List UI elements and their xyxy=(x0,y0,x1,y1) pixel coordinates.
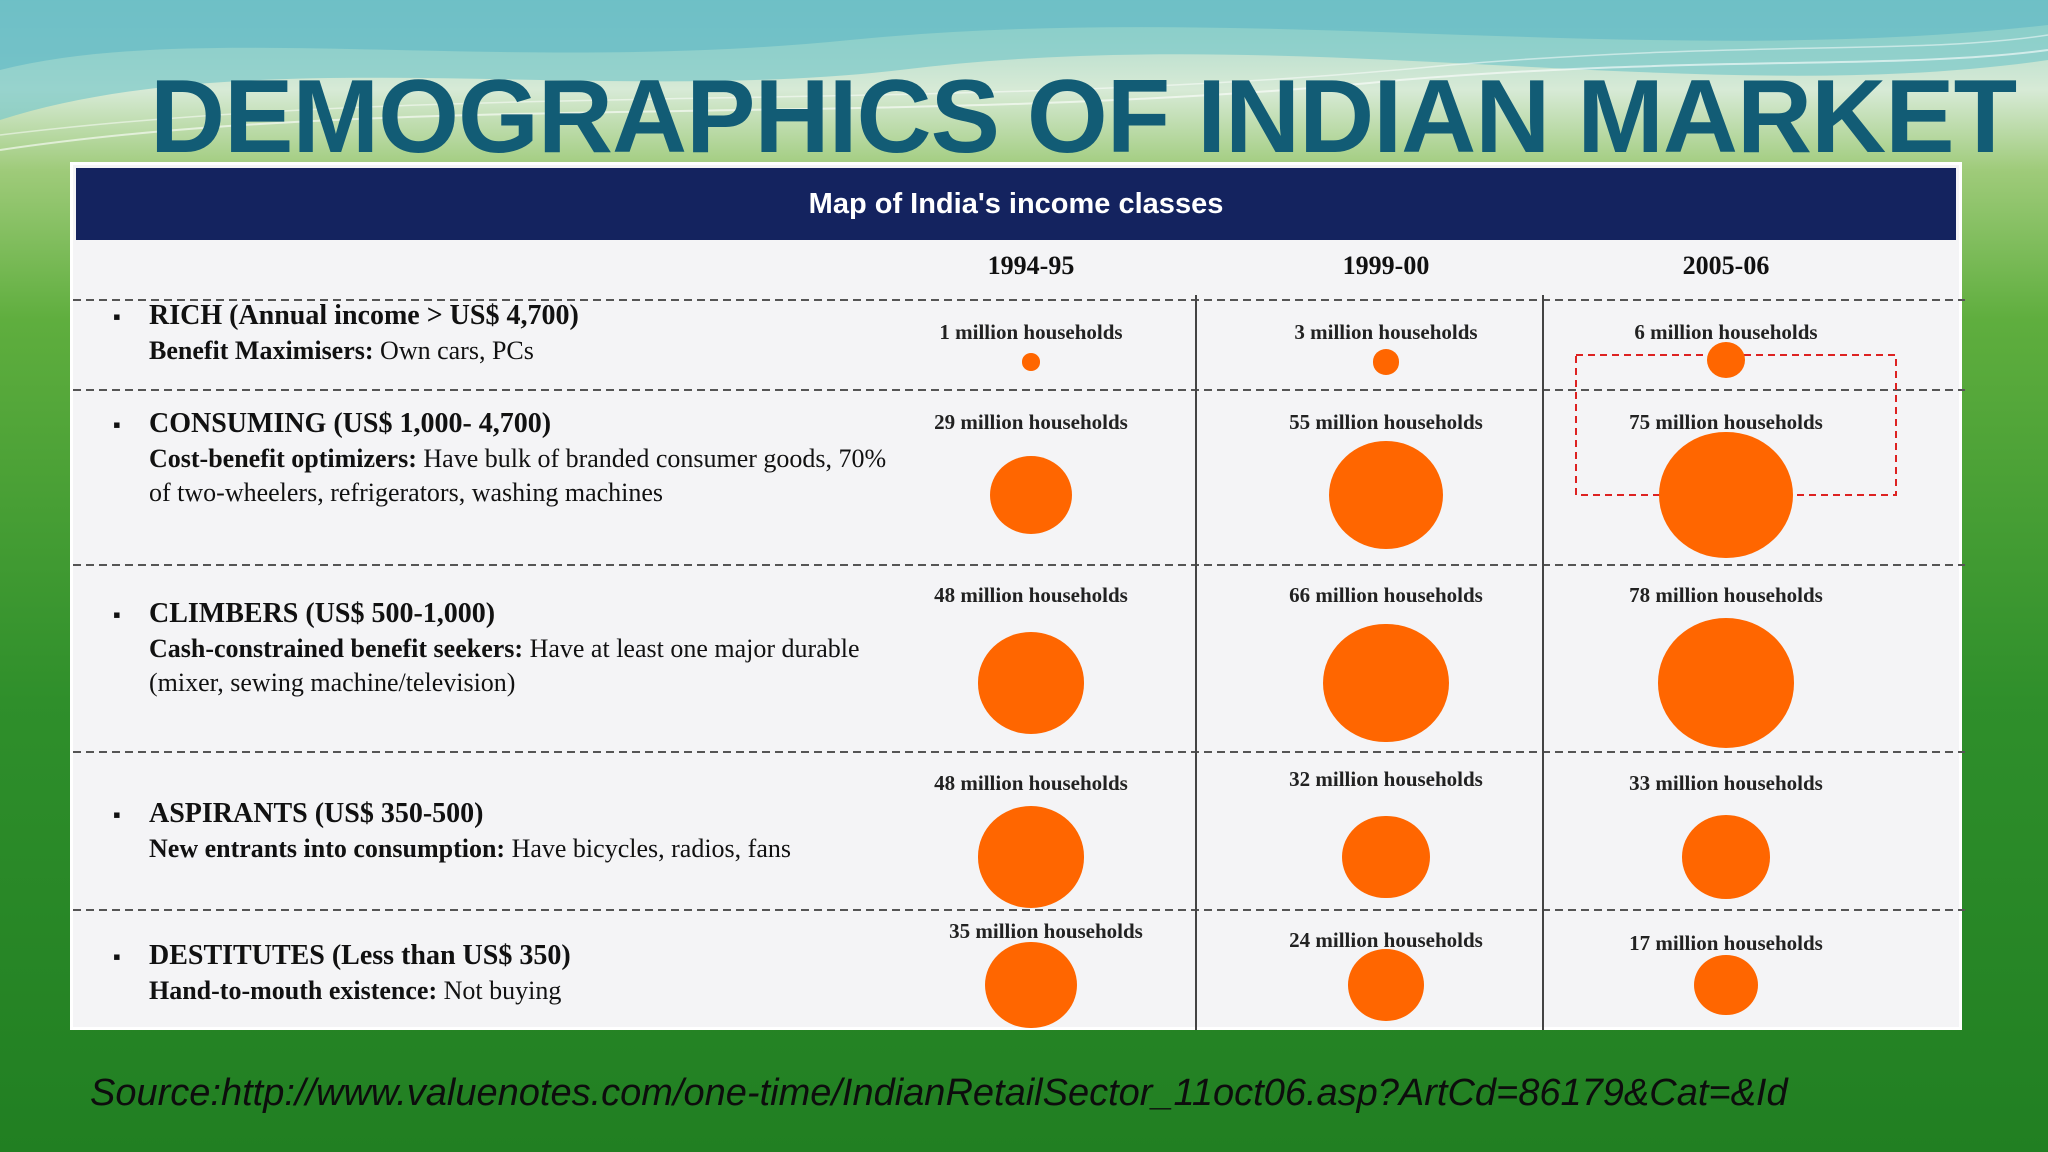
row-rich-text: ▪ RICH (Annual income > US$ 4,700) Benefi… xyxy=(113,300,579,365)
household-bubble xyxy=(1348,949,1424,1021)
table-header: Map of India's income classes xyxy=(76,168,1956,240)
households-label: 78 million households xyxy=(1629,583,1823,607)
household-bubble xyxy=(977,806,1085,908)
row-consuming-title: CONSUMING (US$ 1,000- 4,700) xyxy=(149,408,552,439)
slide-title: DEMOGRAPHICS OF INDIAN MARKET xyxy=(150,59,2017,175)
household-bubble xyxy=(1022,353,1040,371)
households-label: 1 million households xyxy=(939,320,1123,344)
row-destitutes-text: ▪ DESTITUTES (Less than US$ 350) Hand-to-… xyxy=(113,940,571,1005)
households-label: 24 million households xyxy=(1289,928,1483,952)
households-label: 75 million households xyxy=(1629,410,1823,434)
household-bubble xyxy=(1707,342,1745,378)
household-bubble xyxy=(1328,440,1444,550)
household-bubble xyxy=(1658,618,1794,748)
households-label: 33 million households xyxy=(1629,771,1823,795)
row-destitutes-desc-bold: Hand-to-mouth existence: xyxy=(149,976,438,1005)
households-label: 6 million households xyxy=(1634,320,1818,344)
source-citation: Source:http://www.valuenotes.com/one-tim… xyxy=(90,1072,1788,1114)
row-aspirants-text: ▪ ASPIRANTS (US$ 350-500) New entrants in… xyxy=(113,798,791,863)
households-label: 29 million households xyxy=(934,410,1128,434)
row-destitutes-desc: Not buying xyxy=(437,976,562,1005)
decorative-wave-banner xyxy=(0,0,2048,151)
households-label: 3 million households xyxy=(1294,320,1478,344)
row-climbers-desc-bold: Cash-constrained benefit seekers: xyxy=(149,634,524,663)
row-rich-desc-bold: Benefit Maximisers: xyxy=(149,336,374,365)
household-bubble xyxy=(1659,431,1793,559)
row-climbers-desc: Have at least one major durable (mixer, … xyxy=(149,634,860,697)
household-bubble xyxy=(1342,815,1430,899)
row-consuming-text: ▪ CONSUMING (US$ 1,000- 4,700) Cost-benef… xyxy=(113,408,887,507)
row-aspirants-desc: Have bicycles, radios, fans xyxy=(505,834,791,863)
household-bubble xyxy=(1681,814,1771,899)
row-aspirants-title: ASPIRANTS (US$ 350-500) xyxy=(149,798,484,829)
row-consuming-desc: Have bulk of branded consumer goods, 70%… xyxy=(149,444,887,507)
households-label: 32 million households xyxy=(1289,767,1483,791)
income-classes-table: Map of India's income classes 1994-95 19… xyxy=(70,162,1965,1030)
household-bubble xyxy=(977,632,1085,734)
year-header-1999-00: 1999-00 xyxy=(1342,251,1430,280)
row-aspirants-desc-bold: New entrants into consumption: xyxy=(149,834,506,863)
households-label: 55 million households xyxy=(1289,410,1483,434)
households-label: 48 million households xyxy=(934,583,1128,607)
row-consuming-desc-bold: Cost-benefit optimizers: xyxy=(149,444,417,473)
row-climbers-text: ▪ CLIMBERS (US$ 500-1,000) Cash-constrain… xyxy=(113,598,860,697)
year-header-2005-06: 2005-06 xyxy=(1682,251,1770,280)
households-label: 17 million households xyxy=(1629,931,1823,955)
row-destitutes-title: DESTITUTES (Less than US$ 350) xyxy=(149,940,571,971)
table-grid-lines xyxy=(73,295,1965,1030)
year-header-1994-95: 1994-95 xyxy=(987,251,1075,280)
households-label: 48 million households xyxy=(934,771,1128,795)
household-bubble xyxy=(985,941,1077,1029)
household-bubble xyxy=(989,455,1073,535)
row-climbers-title: CLIMBERS (US$ 500-1,000) xyxy=(149,598,496,629)
row-rich-desc: Own cars, PCs xyxy=(373,336,534,365)
households-label: 35 million households xyxy=(949,919,1143,943)
row-rich-title: RICH (Annual income > US$ 4,700) xyxy=(149,300,579,331)
household-bubble xyxy=(1372,349,1400,375)
household-bubble xyxy=(1694,954,1758,1016)
households-label: 66 million households xyxy=(1289,583,1483,607)
household-bubble xyxy=(1323,623,1449,743)
